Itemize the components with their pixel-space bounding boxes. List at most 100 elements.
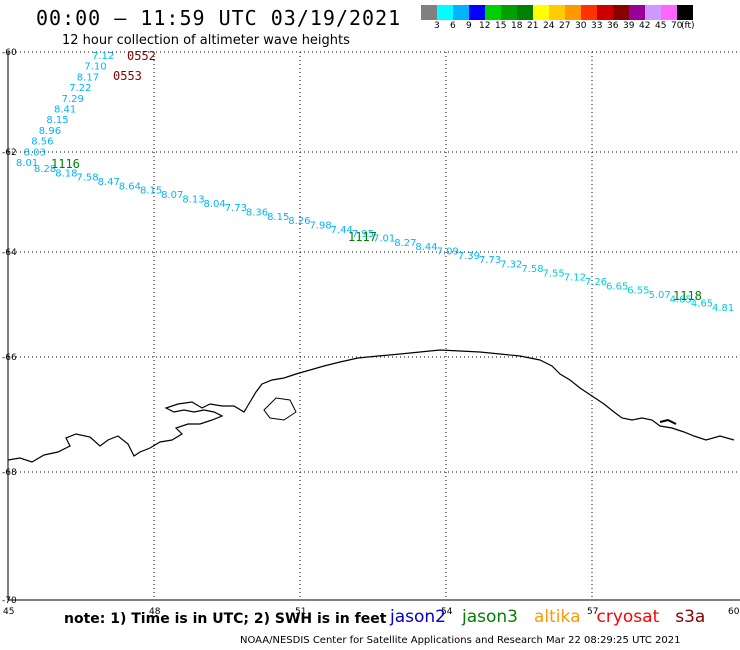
legend-swatch [485,5,501,20]
pass-time-label: 0552 [127,49,156,63]
lat-tick-label: -62 [2,148,17,158]
wave-height-label: 8.15 [140,186,162,197]
legend-swatch [677,5,693,20]
legend-swatch [469,5,485,20]
wave-height-label: 8.01 [16,158,38,169]
wave-height-label: 8.36 [246,207,268,218]
legend-swatch [597,5,613,20]
axis-tick-labels: 45 48 51 54 57 60 -60 -62 -64 -66 -68 -70 [2,48,740,617]
satellite-name: s3a [675,607,706,627]
wave-height-label: 7.09 [437,247,459,258]
pass-time-label: 1117 [348,230,377,244]
legend-label: 45 [655,21,667,31]
wave-height-label: 7.29 [62,94,84,105]
satellite-name: cryosat [596,607,660,627]
wave-height-label: 8.17 [77,72,99,83]
wave-height-label: 8.13 [182,194,204,205]
legend-label: 33 [591,21,603,31]
legend-label: (ft) [681,21,695,31]
map-subtitle: 12 hour collection of altimeter wave hei… [62,33,350,48]
lon-tick-label: 54 [441,607,453,617]
wave-height-label: 4.81 [712,303,734,314]
wave-height-label: 5.07 [648,290,670,301]
wave-height-label: 8.41 [54,105,76,116]
wave-height-label: 7.95 [352,229,374,240]
legend-swatch [421,5,437,20]
wave-height-label: 7.10 [84,62,106,73]
legend-swatch [437,5,453,20]
wave-height-label: 7.73 [479,255,501,266]
lat-tick-label: -68 [2,468,17,478]
legend-swatch [629,5,645,20]
legend-swatch [549,5,565,20]
wave-height-label: 8.15 [46,115,68,126]
legend-swatch [517,5,533,20]
wave-height-label: 4.65 [670,294,692,305]
wave-height-label: 8.07 [161,190,183,201]
legend-swatch [533,5,549,20]
lat-tick-label: -60 [2,48,17,58]
wave-height-label: 8.96 [39,126,61,137]
wave-height-label: 7.32 [500,260,522,271]
footer-credit: NOAA/NESDIS Center for Satellite Applica… [240,635,681,646]
pass-time-label: 1116 [51,157,80,171]
coastline-inlet [263,397,297,421]
legend-label: 30 [575,21,587,31]
legend-label: 9 [466,21,472,31]
wave-height-label: 7.98 [309,220,331,231]
legend-label: 15 [495,21,507,31]
wave-height-label: 7.55 [543,268,565,279]
legend-label: 39 [623,21,635,31]
legend-label: 18 [511,21,523,31]
wave-height-label: 7.58 [521,264,543,275]
legend-swatch [453,5,469,20]
lon-tick-label: 51 [295,607,306,617]
pass-time-label: 1118 [673,289,702,303]
legend-swatch [565,5,581,20]
wave-height-label: 7.22 [69,83,91,94]
antarctic-coastline [7,349,735,463]
wave-height-label: 8.04 [204,199,226,210]
wave-height-label: 8.64 [119,181,141,192]
wave-height-label: 6.55 [627,286,649,297]
satellite-name: altika [534,607,581,627]
color-scale-legend [421,5,693,20]
wave-height-label: 7.44 [331,225,353,236]
wave-height-label: 7.39 [458,251,480,262]
legend-label: 3 [434,21,440,31]
wave-height-label: 7.73 [225,203,247,214]
legend-swatch [645,5,661,20]
wave-height-label: 8.27 [394,238,416,249]
legend-label: 21 [527,21,539,31]
footer-note: note: 1) Time is in UTC; 2) SWH is in fe… [64,611,387,627]
map-title: 00:00 – 11:59 UTC 03/19/2021 [36,6,402,30]
wave-height-label: 8.26 [288,216,310,227]
lon-tick-label: 57 [587,607,598,617]
legend-label: 6 [450,21,456,31]
legend-label: 24 [543,21,555,31]
map-grid [8,51,740,600]
wave-height-label: 8.03 [24,147,46,158]
wave-height-label: 7.26 [585,277,607,288]
legend-swatch [613,5,629,20]
wave-height-label: 7.12 [564,273,586,284]
lat-tick-label: -70 [2,596,17,606]
wave-height-label: 8.18 [55,168,77,179]
map-frame [7,52,740,601]
legend-swatch [581,5,597,20]
coastline-island [659,418,677,425]
wave-height-label: 7.12 [92,51,114,62]
lat-tick-label: -66 [2,353,17,363]
lon-tick-label: 48 [149,607,161,617]
lat-tick-label: -64 [2,248,17,258]
satellite-key: jason2 jason3 altika cryosat s3a [390,607,721,627]
wave-height-label: 7.01 [373,234,395,245]
wave-values-track-b: 8.288.187.588.478.648.158.078.138.047.73… [34,164,734,314]
pass-time-labels: 0552 0553 1116 1117 1118 [51,49,702,303]
legend-label: 12 [479,21,491,31]
wave-height-label: 7.58 [76,173,98,184]
pass-time-label: 0553 [113,69,142,83]
lon-tick-label: 60 [728,607,740,617]
satellite-name: jason3 [462,607,518,627]
